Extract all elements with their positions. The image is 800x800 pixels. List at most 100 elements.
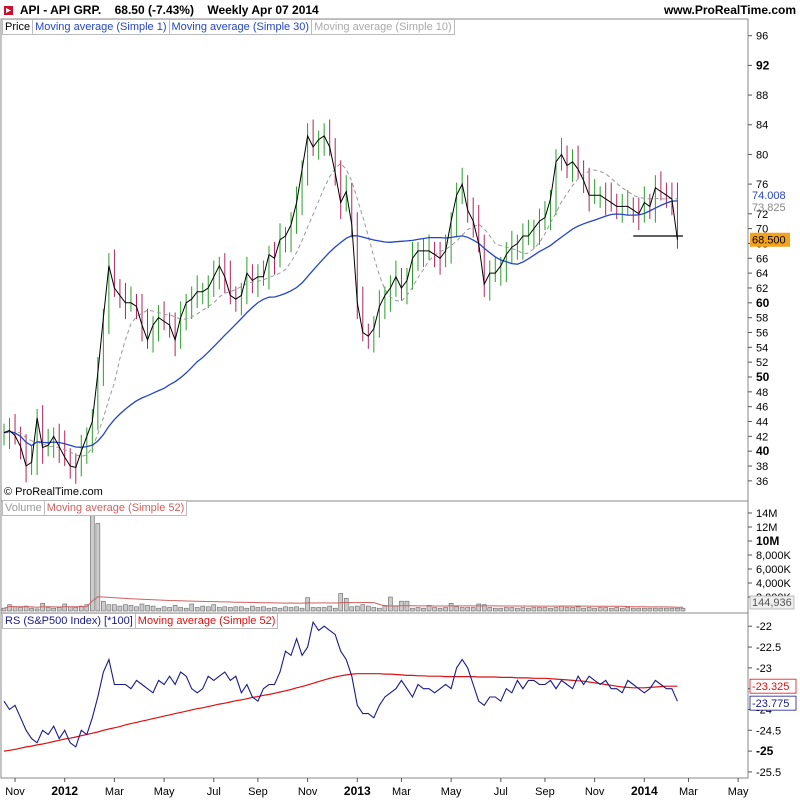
volume-bar xyxy=(189,603,194,612)
volume-bar xyxy=(658,607,664,612)
volume-bar xyxy=(73,607,79,612)
volume-ma-line xyxy=(3,596,684,609)
volume-bar xyxy=(542,607,548,612)
x-axis-label: Jul xyxy=(207,786,221,798)
volume-bar xyxy=(548,607,553,612)
volume-bar xyxy=(327,605,332,612)
volume-bar xyxy=(51,607,56,612)
volume-bar xyxy=(178,607,183,612)
volume-bar xyxy=(553,607,559,612)
price-legend: Price Moving average (Simple 1) Moving ave… xyxy=(2,19,455,35)
volume-bar xyxy=(112,604,117,612)
volume-bar xyxy=(332,607,338,612)
price-axis-label: 48 xyxy=(756,387,768,399)
rs-axis-label: -24.5 xyxy=(756,725,781,737)
rs-line xyxy=(3,620,678,748)
volume-bar xyxy=(531,607,537,612)
volume-bar xyxy=(294,606,299,612)
volume-bar xyxy=(393,605,399,612)
volume-bar xyxy=(222,606,228,612)
price-axis-label: 46 xyxy=(756,402,768,414)
x-axis-label: 2013 xyxy=(344,784,371,798)
volume-bar xyxy=(669,607,675,612)
volume-bar xyxy=(664,607,669,612)
price-axis-label: 88 xyxy=(756,90,768,102)
legend-sma30[interactable]: Moving average (Simple 30) xyxy=(168,19,313,35)
volume-bar xyxy=(564,607,570,612)
volume-bar xyxy=(597,607,603,612)
price-axis-label: 52 xyxy=(756,357,768,369)
volume-bar xyxy=(675,607,680,612)
rs-last-box xyxy=(749,695,797,711)
price-axis-label: 42 xyxy=(756,431,768,443)
rs-axis-label: -23 xyxy=(756,663,772,675)
volume-bar xyxy=(459,607,465,612)
volume-bar xyxy=(653,607,658,612)
volume-bar xyxy=(465,607,470,612)
volume-bar xyxy=(150,605,156,612)
sma10-value-label: 74.008 xyxy=(752,190,786,202)
volume-axis-label: 8,000K xyxy=(756,550,792,562)
price-axis-label: 44 xyxy=(756,417,768,429)
volume-axis-label: 4,000K xyxy=(756,578,792,590)
volume-axis-label: 14M xyxy=(756,508,777,520)
rs-pane[interactable] xyxy=(0,612,749,779)
legend-volume[interactable]: Volume xyxy=(2,500,45,516)
volume-bar xyxy=(233,606,239,612)
title-bar: API - API GRP. 68.50 (-7.43%) Weekly Apr… xyxy=(0,0,800,20)
x-axis-label: May xyxy=(154,786,175,798)
price-axis-label: 76 xyxy=(756,179,768,191)
watermark: © ProRealTime.com xyxy=(4,486,103,498)
volume-bar xyxy=(310,607,316,612)
volume-bar xyxy=(614,607,620,612)
rs-axis-label: -22 xyxy=(756,621,772,633)
volume-axis-label: 10M xyxy=(756,534,779,548)
volume-bar xyxy=(537,607,542,612)
volume-bar xyxy=(117,605,123,612)
volume-bar xyxy=(216,607,222,612)
legend-vol-ma[interactable]: Moving average (Simple 52) xyxy=(43,500,188,516)
legend-rs[interactable]: RS (S&P500 Index) [*100] xyxy=(2,613,136,629)
volume-bar xyxy=(448,602,454,612)
x-axis-label: Nov xyxy=(585,786,605,798)
legend-sma1[interactable]: Moving average (Simple 1) xyxy=(32,19,170,35)
price-axis-label: 62 xyxy=(756,283,768,295)
volume-bar xyxy=(23,605,29,612)
legend-price[interactable]: Price xyxy=(2,19,34,35)
legend-sma10[interactable]: Moving average (Simple 10) xyxy=(311,19,455,35)
volume-bar xyxy=(123,604,128,612)
x-axis-label: Jul xyxy=(494,786,508,798)
legend-rs-ma[interactable]: Moving average (Simple 52) xyxy=(134,613,279,629)
volume-bar xyxy=(630,607,636,612)
volume-last-label: 144,936 xyxy=(752,597,792,609)
volume-bar xyxy=(410,607,415,612)
volume-bar xyxy=(432,607,437,612)
symbol-name: API - API GRP. xyxy=(19,3,102,17)
volume-bar xyxy=(421,607,426,612)
volume-bar xyxy=(388,596,393,612)
volume-bar xyxy=(581,607,586,612)
price-axis-label: 80 xyxy=(756,149,768,161)
volume-bar xyxy=(625,607,631,612)
volume-bar xyxy=(261,606,266,612)
volume-bar xyxy=(608,607,614,612)
x-axis-label: Mar xyxy=(679,786,698,798)
x-axis-label: Sep xyxy=(248,786,268,798)
volume-bar xyxy=(647,607,653,612)
x-axis-label: Mar xyxy=(105,786,124,798)
sma30-value-label: 73.825 xyxy=(752,202,786,214)
volume-bar xyxy=(570,607,575,612)
volume-bar xyxy=(239,606,244,612)
volume-bar xyxy=(172,605,178,612)
last-price: 68.50 (-7.43%) xyxy=(114,3,194,17)
volume-bar xyxy=(95,523,101,612)
volume-bar xyxy=(366,605,371,612)
rs-ma-last-label: -23.325 xyxy=(752,681,789,693)
period-date: Weekly Apr 07 2014 xyxy=(207,3,319,17)
volume-bar xyxy=(250,605,255,612)
volume-bar xyxy=(139,603,145,612)
instrument-icon[interactable] xyxy=(4,6,13,15)
volume-bar xyxy=(272,607,277,612)
price-axis-label: 70 xyxy=(756,224,768,236)
